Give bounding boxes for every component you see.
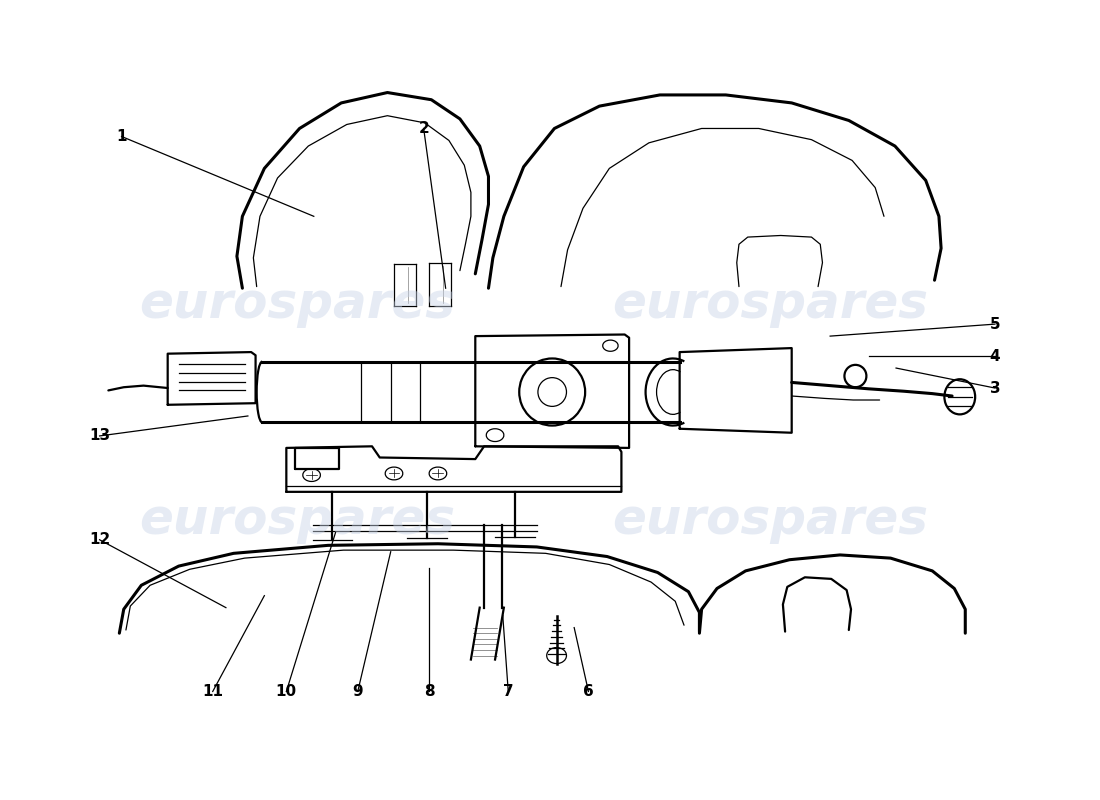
Text: 3: 3	[990, 381, 1000, 395]
Text: 8: 8	[424, 684, 434, 699]
Text: eurospares: eurospares	[140, 496, 455, 544]
Text: 6: 6	[583, 684, 594, 699]
Text: 10: 10	[276, 684, 297, 699]
Text: eurospares: eurospares	[140, 280, 455, 328]
Text: eurospares: eurospares	[612, 496, 927, 544]
Text: 11: 11	[202, 684, 223, 699]
Text: 4: 4	[990, 349, 1000, 363]
Text: 12: 12	[89, 532, 110, 547]
Text: 2: 2	[418, 121, 429, 136]
Text: 9: 9	[352, 684, 363, 699]
Text: eurospares: eurospares	[612, 280, 927, 328]
Text: 7: 7	[503, 684, 514, 699]
Text: 5: 5	[990, 317, 1000, 332]
Text: 13: 13	[89, 429, 110, 443]
Text: 1: 1	[117, 129, 126, 144]
